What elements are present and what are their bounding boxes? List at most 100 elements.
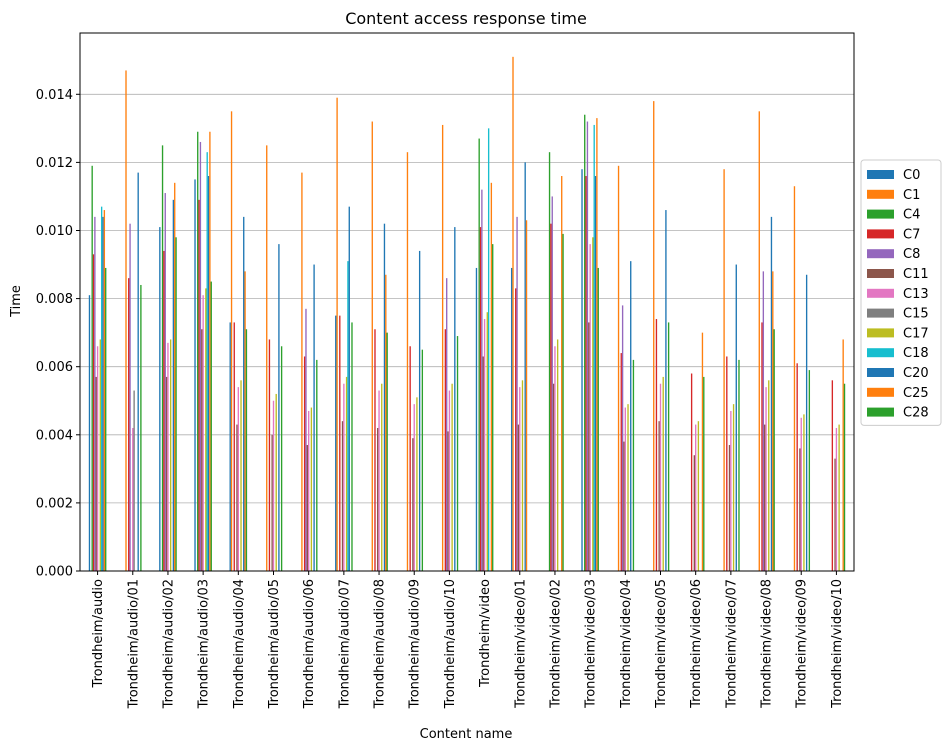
- bar-c0-11: [475, 267, 478, 571]
- bar-c20-1: [137, 172, 139, 571]
- x-tick-label: Trondheim/audio/10: [443, 579, 458, 709]
- bar-c4-13: [548, 152, 551, 571]
- y-axis-label: Time: [9, 285, 24, 318]
- x-tick-label: Trondheim/audio/04: [232, 579, 247, 709]
- bar-c28-19: [773, 329, 775, 571]
- x-tick-label: Trondheim/video/07: [724, 579, 739, 709]
- bar-c11-5: [271, 434, 273, 571]
- bar-c17-14: [592, 237, 594, 571]
- x-axis-label: Content name: [420, 727, 513, 742]
- bar-c7-21: [831, 380, 834, 571]
- bar-c11-20: [799, 448, 801, 571]
- bar-c28-11: [492, 244, 494, 571]
- bar-c11-8: [377, 427, 379, 571]
- bar-c17-5: [275, 393, 277, 571]
- bar-c17-21: [838, 424, 840, 571]
- bar-c13-3: [202, 295, 204, 571]
- bar-c11-7: [341, 421, 344, 571]
- legend-label: C1: [903, 188, 920, 203]
- bar-c18-0: [100, 206, 103, 571]
- bar-c1-19: [758, 111, 760, 571]
- bar-c28-18: [738, 359, 740, 571]
- bar-c11-4: [236, 424, 238, 571]
- bar-c28-4: [245, 329, 248, 571]
- x-tick-label: Trondheim/video/01: [513, 579, 528, 709]
- bar-c13-4: [237, 387, 239, 571]
- bar-c1-7: [336, 97, 338, 572]
- bars: [88, 56, 846, 572]
- bar-c8-6: [305, 308, 307, 571]
- bar-c11-9: [412, 438, 414, 571]
- legend-swatch: [867, 249, 894, 259]
- bar-c11-3: [201, 329, 203, 571]
- bar-c11-15: [623, 441, 625, 571]
- bar-c13-17: [695, 424, 697, 571]
- bar-c1-9: [406, 152, 409, 571]
- bar-c7-15: [620, 353, 622, 571]
- bar-c11-0: [95, 376, 97, 571]
- legend-label: C7: [903, 227, 920, 242]
- bar-c13-18: [730, 410, 732, 571]
- bar-c13-6: [308, 410, 310, 571]
- bar-c7-4: [233, 322, 235, 571]
- bar-c17-13: [556, 339, 559, 571]
- x-tick-label: Trondheim/audio/07: [337, 579, 352, 709]
- bar-c7-10: [444, 329, 447, 571]
- bar-c20-15: [630, 261, 632, 571]
- legend-swatch: [867, 328, 894, 338]
- x-tick-label: Trondheim/audio/02: [161, 579, 176, 709]
- bar-c15-1: [133, 390, 135, 571]
- y-tick-label: 0.012: [36, 156, 73, 171]
- x-tick-label: Trondheim/video/10: [830, 579, 845, 709]
- bar-c0-7: [335, 315, 337, 571]
- bar-c7-18: [726, 356, 728, 571]
- x-tick-label: Trondheim/audio: [91, 579, 106, 688]
- bar-c11-6: [306, 445, 309, 571]
- bar-c28-13: [562, 233, 564, 571]
- bar-c17-11: [486, 312, 488, 571]
- legend-swatch: [867, 189, 894, 199]
- legend-swatch: [867, 407, 894, 417]
- bar-c17-7: [345, 376, 348, 571]
- bar-c11-12: [517, 424, 520, 571]
- x-tick-label: Trondheim/audio/09: [408, 579, 423, 709]
- bar-c13-20: [800, 417, 802, 571]
- legend-label: C28: [903, 406, 929, 421]
- legend-label: C17: [903, 326, 929, 341]
- axes: 0.000 0.002 0.004 0.006 0.008 0.010 0.012 0.014…: [36, 32, 855, 709]
- bar-c28-20: [808, 370, 811, 571]
- bar-c4-0: [91, 165, 93, 571]
- bar-c7-0: [92, 254, 95, 572]
- bar-c13-7: [343, 383, 345, 571]
- bar-c1-4: [230, 111, 233, 571]
- bar-c1-15: [617, 165, 620, 571]
- bar-c17-4: [240, 380, 242, 571]
- legend-swatch: [867, 387, 894, 397]
- bar-c7-12: [515, 288, 517, 571]
- bar-c28-3: [210, 281, 212, 571]
- bar-c11-21: [834, 458, 836, 571]
- bar-c17-9: [416, 397, 418, 571]
- y-tick-label: 0.014: [36, 88, 73, 103]
- x-tick-label: Trondheim/video/08: [760, 579, 775, 709]
- bar-c8-10: [446, 278, 448, 571]
- bar-c20-7: [348, 206, 350, 571]
- y-tick-label: 0.002: [36, 496, 73, 511]
- bar-c20-2: [172, 199, 175, 572]
- bar-c28-6: [316, 359, 318, 571]
- x-tick-label: Trondheim/video/03: [584, 579, 599, 709]
- plot-frame: [79, 32, 855, 572]
- bar-c28-10: [456, 336, 459, 571]
- bar-c8-0: [94, 216, 96, 571]
- bar-c8-11: [481, 189, 483, 571]
- bar-c13-21: [835, 427, 838, 571]
- bar-c13-10: [448, 390, 451, 571]
- x-tick-label: Trondheim/video: [478, 579, 493, 688]
- bar-c20-12: [524, 162, 526, 572]
- bar-c28-16: [667, 322, 670, 571]
- bar-c11-18: [728, 445, 731, 571]
- grid-lines: [80, 93, 854, 572]
- legend-label: C25: [903, 386, 929, 401]
- bar-c17-6: [310, 407, 313, 571]
- bar-c17-3: [205, 288, 207, 571]
